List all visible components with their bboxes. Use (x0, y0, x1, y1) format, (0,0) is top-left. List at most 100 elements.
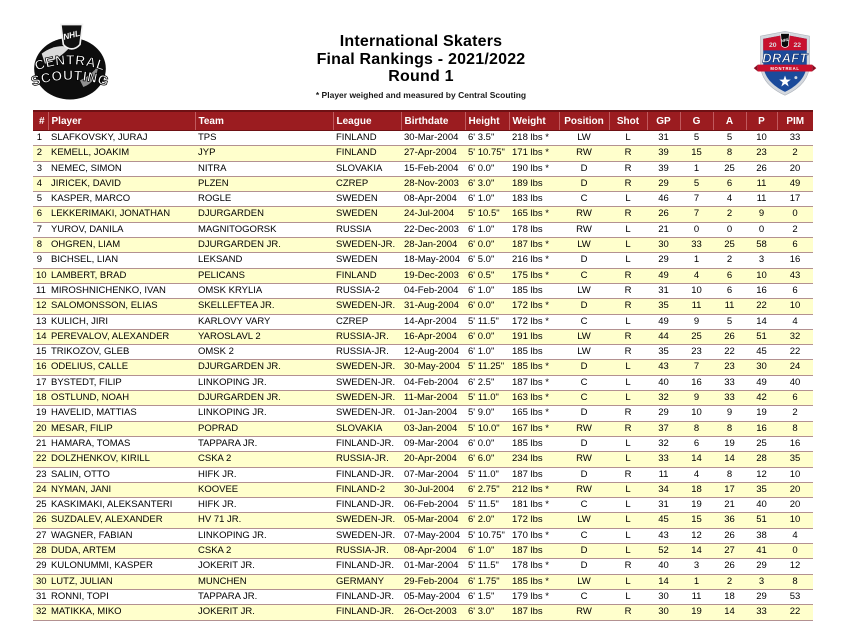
cell-gp: 31 (658, 284, 669, 296)
cell-num: 22 (36, 453, 47, 465)
cell-shot: L (625, 499, 631, 511)
cell-g: 1 (693, 575, 700, 587)
cell-a: 23 (724, 361, 735, 373)
cell-weight: 181 lbs * (512, 499, 549, 511)
cell-player: KULICH, JIRI (51, 315, 109, 327)
cell-weight: 175 lbs * (512, 269, 549, 281)
cell-num: 28 (36, 545, 47, 557)
cell-g: 8 (693, 422, 700, 434)
cell-league: FINLAND-JR. (336, 499, 395, 511)
cell-player: KASKIMAKI, ALEKSANTERI (51, 499, 173, 511)
cell-g: 0 (693, 223, 700, 235)
cell-league: SWEDEN-JR. (336, 361, 396, 373)
cell-pim: 0 (792, 545, 798, 557)
cell-birthdate: 06-Feb-2004 (404, 499, 459, 511)
scouting-text: SCOUTING (29, 67, 111, 89)
cell-height: 6' 1.0" (468, 346, 495, 358)
cell-league: RUSSIA-2 (336, 284, 380, 296)
cell-shot: R (624, 407, 632, 419)
cell-player: WAGNER, FABIAN (51, 529, 133, 541)
cell-league: FINLAND-JR. (336, 606, 395, 618)
cell-player: OSTLUND, NOAH (51, 392, 130, 404)
cell-gp: 11 (658, 468, 669, 480)
cell-num: 14 (36, 330, 47, 342)
cell-shot: L (625, 514, 631, 526)
cell-p: 14 (756, 315, 767, 327)
col-header-p: P (745, 110, 777, 131)
cell-league: RUSSIA-JR. (336, 346, 389, 358)
measurement-footnote: * Player weighed and measured by Central… (315, 89, 527, 100)
cell-position: C (580, 590, 588, 602)
table-row: 2 KEMELL, JOAKIM JYP FINLAND 27-Apr-2004 5' 1… (33, 145, 813, 162)
cell-player: NYMAN, JANI (51, 483, 112, 495)
cell-birthdate: 20-Apr-2004 (404, 453, 457, 465)
cell-position: RW (576, 208, 592, 220)
cell-player: DOLZHENKOV, KIRILL (51, 453, 150, 465)
cell-shot: L (625, 545, 631, 557)
cell-g: 4 (693, 269, 700, 281)
cell-position: LW (577, 514, 591, 526)
cell-p: 45 (756, 346, 767, 358)
cell-gp: 40 (658, 376, 669, 388)
cell-gp: 33 (658, 453, 669, 465)
cell-pim: 24 (789, 361, 801, 373)
cell-num: 15 (36, 346, 47, 358)
central-scouting-logo-icon: NHL CENTRAL SCOUTING (29, 23, 111, 100)
col-header-a: A (712, 110, 746, 131)
cell-shot: R (624, 269, 632, 281)
cell-weight: 187 lbs (512, 606, 543, 618)
cell-birthdate: 29-Feb-2004 (404, 575, 459, 587)
cell-a: 27 (724, 545, 735, 557)
cell-p: 12 (756, 468, 767, 480)
table-row: 11 MIROSHNICHENKO, IVAN OMSK KRYLIA RUSSIA-… (33, 283, 813, 299)
cell-shot: L (625, 361, 631, 373)
cell-league: SWEDEN (336, 193, 378, 205)
cell-p: 16 (756, 422, 767, 434)
col-header-height: Height (464, 110, 509, 131)
cell-height: 6' 0.0" (468, 330, 495, 342)
cell-num: 11 (36, 284, 46, 296)
cell-position: D (580, 437, 588, 449)
cell-weight: 185 lbs (512, 437, 543, 449)
table-row: 5 KASPER, MARCO ROGLE SWEDEN 08-Apr-2004 6' 1… (33, 191, 813, 207)
table-row: 7 YUROV, DANILA MAGNITOGORSK RUSSIA 22-Dec-2… (33, 222, 813, 238)
draft-year-left: 20 (769, 42, 777, 49)
cell-pim: 20 (789, 483, 801, 495)
cell-birthdate: 15-Feb-2004 (404, 162, 459, 174)
table-row: 20 MESAR, FILIP POPRAD SLOVAKIA 03-Jan-2004 5… (33, 421, 813, 437)
cell-a: 19 (724, 437, 735, 449)
cell-num: 19 (36, 407, 47, 419)
cell-team: TAPPARA JR. (198, 590, 258, 602)
cell-team: KOOVEE (198, 483, 239, 495)
svg-text:CENTRAL: CENTRAL (33, 52, 108, 73)
cell-team: DJURGARDEN JR. (198, 239, 281, 251)
cell-shot: R (624, 468, 632, 480)
table-row: 30 LUTZ, JULIAN MUNCHEN GERMANY 29-Feb-2004 6… (33, 574, 813, 590)
cell-pim: 22 (789, 606, 801, 618)
table-row: 10 LAMBERT, BRAD PELICANS FINLAND 19-Dec-200… (33, 268, 813, 284)
cell-league: CZREP (336, 177, 369, 189)
cell-g: 33 (691, 239, 702, 251)
cell-position: LW (577, 346, 591, 358)
col-header-birthdate: Birthdate (400, 110, 465, 131)
cell-num: 31 (36, 590, 47, 602)
cell-pim: 12 (789, 560, 801, 572)
cell-league: FINLAND (336, 269, 377, 281)
cell-position: C (580, 376, 588, 388)
cell-height: 6' 3.0" (468, 606, 495, 618)
cell-position: C (580, 315, 588, 327)
col-header-num: # (33, 110, 48, 131)
cell-weight: 191 lbs (512, 330, 543, 342)
draft-nhl-shield-text: NHL (780, 37, 790, 44)
cell-gp: 35 (658, 346, 669, 358)
cell-league: SWEDEN-JR. (336, 300, 396, 312)
cell-p: 10 (756, 132, 767, 143)
cell-league: GERMANY (336, 575, 385, 587)
cell-gp: 30 (658, 239, 669, 251)
table-row: 12 SALOMONSSON, ELIAS SKELLEFTEA JR. SWEDEN… (33, 298, 813, 315)
cell-gp: 52 (658, 545, 669, 557)
cell-p: 11 (756, 193, 767, 205)
cell-pim: 16 (789, 254, 801, 266)
cell-num: 21 (36, 437, 47, 449)
cell-p: 16 (756, 284, 767, 296)
